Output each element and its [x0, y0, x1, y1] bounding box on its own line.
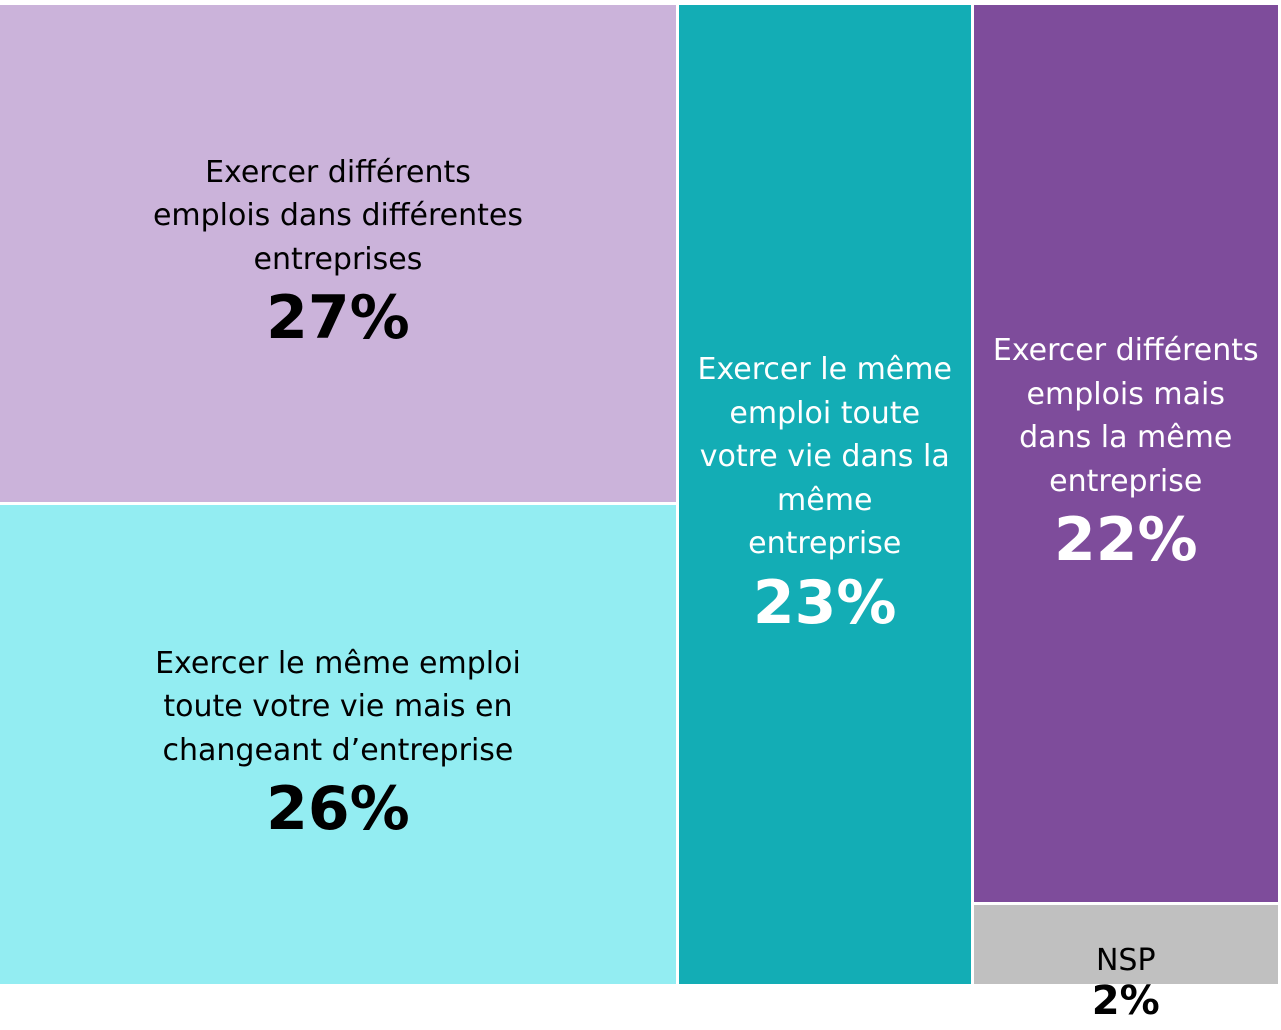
value-label: 2%: [1091, 977, 1160, 1024]
treemap-cell: [973, 5, 1278, 903]
category-label: NSP: [1095, 942, 1156, 978]
cell-label: Exercer le même emploi toute votre vie d…: [697, 5, 952, 984]
category-label: Exercer le même emploi toute votre vie d…: [697, 352, 952, 562]
cell-label: Exercer différents emplois mais dans la …: [992, 5, 1259, 902]
category-label: Exercer différents emplois mais dans la …: [992, 333, 1259, 499]
cell-label: Exercer le même emploi toute votre vie m…: [148, 505, 528, 984]
value-label: 23%: [752, 567, 897, 638]
cell-label: NSP 2%: [974, 935, 1278, 1030]
treemap-cell: [678, 5, 971, 984]
value-label: 26%: [266, 774, 410, 845]
category-label: Exercer le même emploi toute votre vie m…: [155, 645, 521, 768]
category-label: Exercer différents emplois dans différen…: [152, 154, 523, 277]
treemap-cell: [0, 505, 676, 984]
value-label: 22%: [1053, 505, 1198, 576]
treemap-cell: [973, 905, 1278, 984]
cell-label: Exercer différents emplois dans différen…: [148, 5, 528, 502]
value-label: 27%: [266, 283, 410, 354]
treemap-cell: [0, 5, 676, 503]
